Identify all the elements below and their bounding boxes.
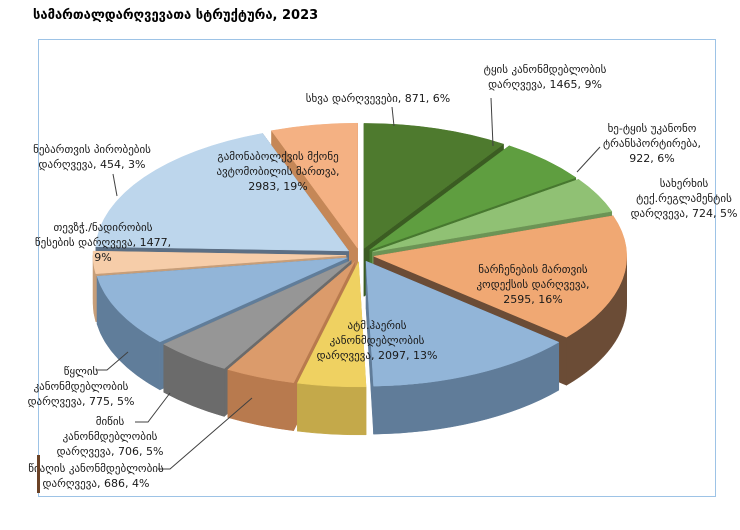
label-leader-line — [490, 97, 494, 147]
pie-slice — [92, 250, 347, 274]
label-leader-line — [112, 173, 118, 197]
pie-slice — [227, 261, 355, 383]
chart-title: სამართალდარღვევათა სტრუქტურა, 2023 — [33, 8, 319, 23]
label-leader-line — [158, 397, 253, 470]
border-artifact — [37, 455, 40, 493]
pie-slice — [96, 257, 348, 343]
pie-slice — [271, 122, 358, 249]
pie-slice — [372, 179, 613, 253]
label-leader-line — [96, 351, 129, 371]
pie-slice — [297, 260, 367, 388]
pie-slice — [163, 260, 352, 369]
label-leader-line — [135, 392, 171, 423]
pie-slice — [363, 123, 505, 249]
chart-frame — [38, 39, 716, 497]
label-leader-line — [391, 106, 395, 127]
pie-slice — [369, 145, 577, 251]
pie-slice — [365, 260, 560, 387]
pie-slice — [95, 133, 350, 252]
pie-slice-wall — [297, 382, 367, 436]
pie-slice — [372, 215, 627, 338]
label-leader-line — [576, 146, 601, 173]
